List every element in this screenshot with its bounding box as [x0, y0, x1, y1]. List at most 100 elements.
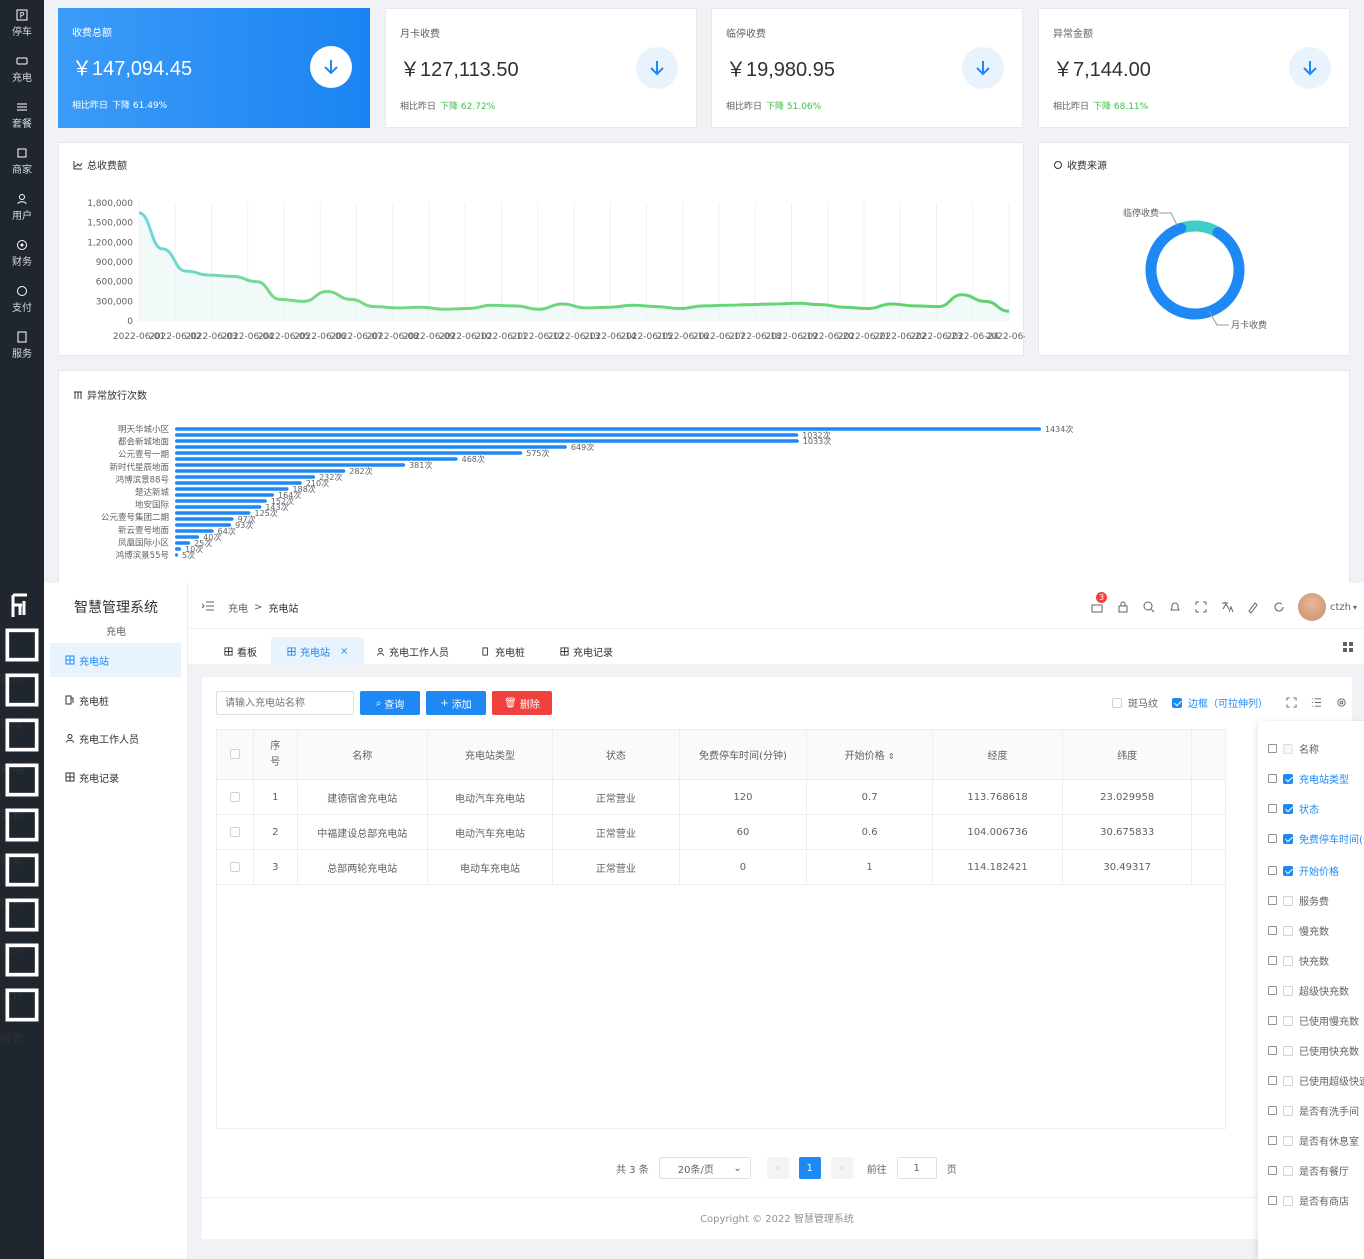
drag-handle-icon[interactable] [1268, 896, 1277, 905]
tab-station[interactable]: 充电站 × [271, 637, 365, 665]
tab-dashboard[interactable]: 看板 [224, 637, 257, 665]
column-header-sortable[interactable]: 开始价格 ⇕ [806, 729, 933, 780]
app-nav-item[interactable]: 首页 [0, 623, 44, 686]
sub-menu-item-pile[interactable]: 充电桩 [50, 683, 181, 717]
drag-handle-icon[interactable] [1268, 834, 1277, 843]
column-header[interactable]: 状态 [552, 729, 680, 780]
next-page-button[interactable]: › [830, 1157, 853, 1179]
drag-handle-icon[interactable] [1268, 1136, 1277, 1145]
drag-handle-icon[interactable] [1268, 926, 1277, 935]
drag-handle-icon[interactable] [1268, 956, 1277, 965]
column-toggle-item[interactable]: 充电站类型 [1268, 771, 1349, 786]
column-header[interactable]: 充电站类型 [426, 729, 554, 780]
column-checkbox[interactable] [1283, 1135, 1293, 1146]
drag-handle-icon[interactable] [1268, 744, 1277, 753]
column-checkbox[interactable] [1283, 925, 1293, 936]
column-header[interactable]: 经度 [931, 729, 1064, 780]
column-checkbox[interactable] [1283, 985, 1293, 996]
table-row[interactable]: 2 中福建设总部充电站 电动汽车充电站 正常营业 60 0.6 104.006736 30.6… [216, 814, 1226, 850]
drag-handle-icon[interactable] [1268, 1166, 1277, 1175]
app-nav-item[interactable]: 充电 [0, 713, 44, 776]
column-toggle-item[interactable]: 已使用快充数 [1268, 1043, 1359, 1058]
table-row[interactable]: 3 总部两轮充电站 电动车充电站 正常营业 0 1 114.182421 30.49317 [216, 849, 1226, 885]
column-toggle-item[interactable]: 开始价格 [1268, 863, 1339, 878]
search-input[interactable] [216, 691, 354, 715]
column-toggle-item[interactable]: 慢充数 [1268, 923, 1329, 938]
app-nav-item[interactable]: 财务 [0, 893, 44, 956]
drag-handle-icon[interactable] [1268, 1076, 1277, 1085]
tab-pile[interactable]: 充电桩 [482, 637, 525, 665]
sub-menu-item-staff[interactable]: 充电工作人员 [50, 721, 181, 755]
bell-icon[interactable] [1168, 600, 1182, 614]
lock-icon[interactable] [1116, 600, 1130, 614]
stripe-checkbox[interactable] [1112, 697, 1122, 708]
nav-item-charging[interactable]: 充电 [0, 46, 44, 92]
tab-staff[interactable]: 充电工作人员 [376, 637, 449, 665]
fullscreen-icon[interactable] [1286, 697, 1297, 708]
query-button[interactable]: ⌕ 查询 [360, 691, 420, 715]
app-nav-item[interactable]: 套餐 [0, 758, 44, 821]
column-toggle-item[interactable]: 服务费 [1268, 893, 1329, 908]
notification-button[interactable]: 3 [1090, 592, 1108, 614]
search-icon[interactable] [1142, 600, 1156, 614]
menu-fold-icon[interactable] [202, 601, 214, 611]
column-checkbox[interactable] [1283, 1015, 1293, 1026]
drag-handle-icon[interactable] [1268, 1046, 1277, 1055]
column-checkbox[interactable] [1283, 773, 1293, 784]
prev-page-button[interactable]: ‹ [766, 1157, 789, 1179]
column-checkbox[interactable] [1283, 803, 1293, 814]
drag-handle-icon[interactable] [1268, 1196, 1277, 1205]
page-size-select[interactable]: 20条/页 ⌄ [658, 1157, 751, 1179]
column-checkbox[interactable] [1283, 1105, 1293, 1116]
column-toggle-item[interactable]: 是否有洗手间 [1268, 1103, 1359, 1118]
column-checkbox[interactable] [1283, 1045, 1293, 1056]
column-checkbox[interactable] [1283, 1075, 1293, 1086]
column-toggle-item[interactable]: 已使用慢充数 [1268, 1013, 1359, 1028]
column-header[interactable]: 序号 [252, 729, 298, 780]
nav-item-package[interactable]: 套餐 [0, 92, 44, 138]
app-nav-item[interactable]: 停车 [0, 668, 44, 731]
apps-grid-icon[interactable] [1342, 641, 1354, 653]
column-header[interactable]: 免费停车时间(分钟) [678, 729, 808, 780]
column-checkbox[interactable] [1283, 865, 1293, 876]
tab-record[interactable]: 充电记录 [560, 637, 613, 665]
column-checkbox[interactable] [1283, 743, 1293, 754]
drag-handle-icon[interactable] [1268, 866, 1277, 875]
nav-item-service[interactable]: 服务 [0, 322, 44, 368]
nav-item-payment[interactable]: 支付 [0, 276, 44, 322]
translate-icon[interactable] [1220, 600, 1234, 614]
gear-icon[interactable] [1336, 697, 1347, 708]
drag-handle-icon[interactable] [1268, 986, 1277, 995]
page-number-current[interactable]: 1 [798, 1157, 821, 1179]
column-checkbox[interactable] [1283, 895, 1293, 906]
goto-input[interactable]: 1 [896, 1157, 937, 1179]
column-toggle-item[interactable]: 是否有餐厅 [1268, 1163, 1349, 1178]
row-checkbox[interactable] [229, 791, 240, 802]
column-toggle-item[interactable]: 已使用超级快速充 [1268, 1073, 1364, 1088]
sub-menu-item-record[interactable]: 充电记录 [50, 760, 181, 794]
column-checkbox[interactable] [1283, 1195, 1293, 1206]
column-header[interactable]: 名称 [296, 729, 428, 780]
app-nav-item[interactable]: 服务 [0, 983, 44, 1046]
add-button[interactable]: + 添加 [426, 691, 486, 715]
chevron-down-icon[interactable]: ▾ [1353, 602, 1358, 612]
sort-icon[interactable]: ⇕ [887, 752, 895, 761]
border-checkbox[interactable] [1172, 697, 1182, 708]
close-icon[interactable]: × [340, 645, 349, 657]
avatar[interactable] [1298, 593, 1326, 621]
column-toggle-item[interactable]: 免费停车时间(分钟) [1268, 831, 1364, 846]
column-toggle-item[interactable]: 状态 [1268, 801, 1319, 816]
nav-item-parking[interactable]: P 停车 [0, 0, 44, 46]
refresh-icon[interactable] [1272, 600, 1286, 614]
column-toggle-item[interactable]: 快充数 [1268, 953, 1329, 968]
breadcrumb-item[interactable]: 充电 [228, 604, 248, 615]
delete-button[interactable]: 🗑 删除 [492, 691, 552, 715]
column-checkbox[interactable] [1283, 955, 1293, 966]
drag-handle-icon[interactable] [1268, 774, 1277, 783]
drag-handle-icon[interactable] [1268, 1016, 1277, 1025]
column-checkbox[interactable] [1283, 1165, 1293, 1176]
row-checkbox[interactable] [229, 861, 240, 872]
drag-handle-icon[interactable] [1268, 1106, 1277, 1115]
nav-item-user[interactable]: 用户 [0, 184, 44, 230]
table-row[interactable]: 1 建德宿舍充电站 电动汽车充电站 正常营业 120 0.7 113.768618 23.02… [216, 779, 1226, 815]
